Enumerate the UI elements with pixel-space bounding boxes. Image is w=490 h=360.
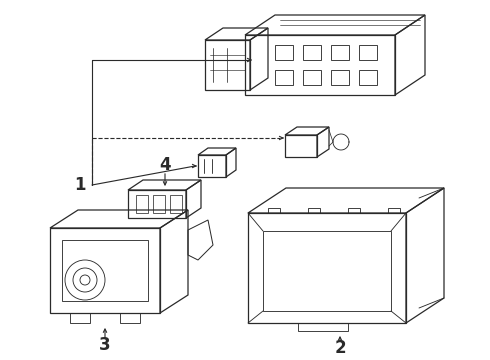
Text: 1: 1 bbox=[74, 176, 86, 194]
Text: 4: 4 bbox=[159, 156, 171, 174]
Text: 3: 3 bbox=[99, 336, 111, 354]
Text: 2: 2 bbox=[334, 339, 346, 357]
